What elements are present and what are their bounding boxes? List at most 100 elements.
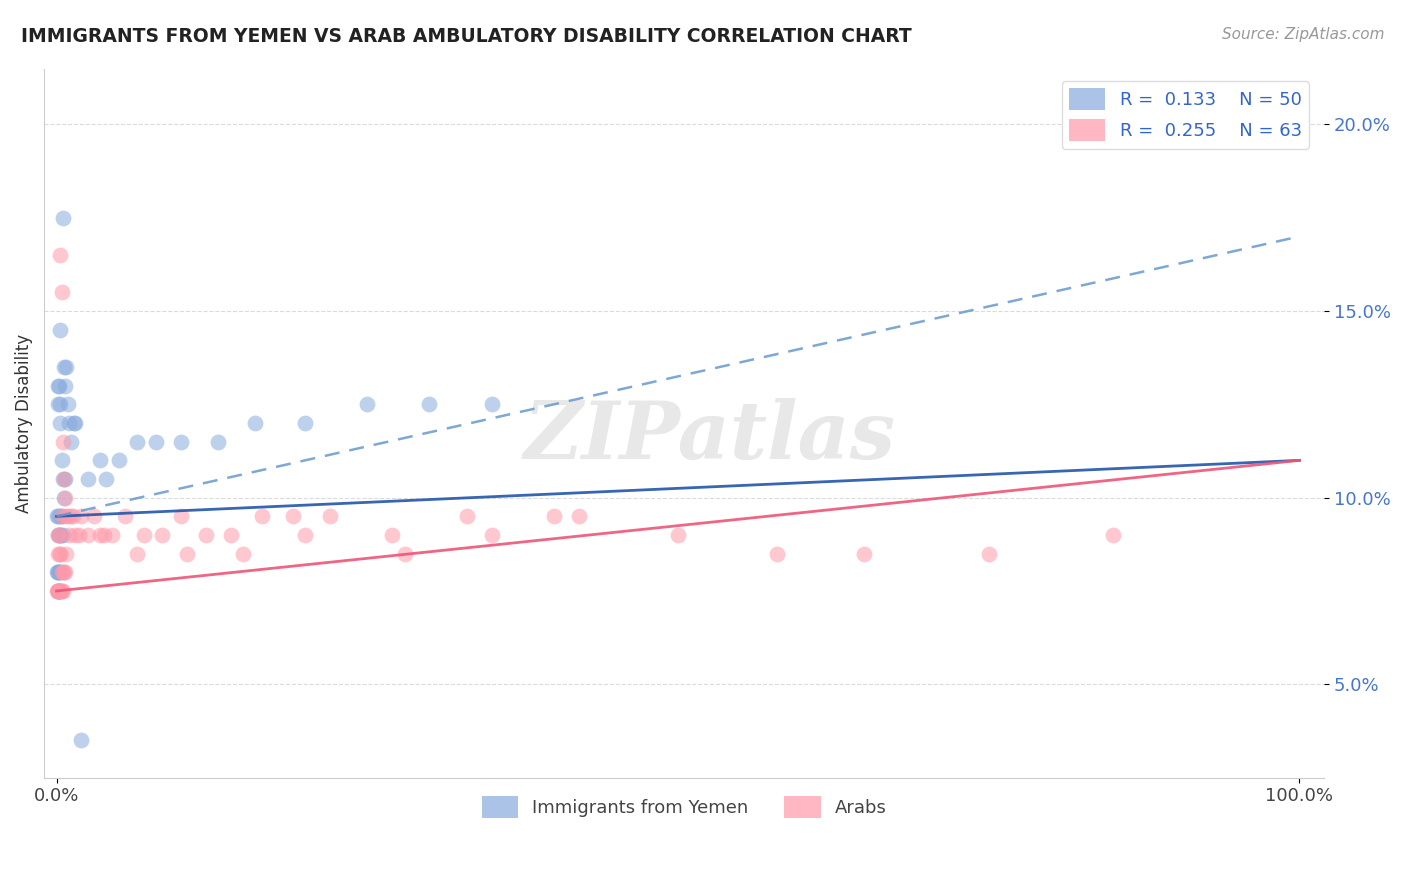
Point bbox=[46, 528, 69, 542]
Point bbox=[49, 584, 72, 599]
Point bbox=[46, 584, 69, 599]
Point bbox=[51, 509, 73, 524]
Point bbox=[70, 733, 93, 747]
Point bbox=[381, 528, 404, 542]
Point bbox=[245, 416, 267, 430]
Point bbox=[176, 547, 198, 561]
Point bbox=[394, 547, 416, 561]
Point bbox=[60, 434, 83, 449]
Point bbox=[96, 472, 118, 486]
Point bbox=[48, 566, 70, 580]
Point bbox=[49, 323, 72, 337]
Point bbox=[48, 528, 70, 542]
Point bbox=[49, 584, 72, 599]
Point bbox=[543, 509, 565, 524]
Point bbox=[567, 509, 589, 524]
Point bbox=[46, 509, 69, 524]
Point bbox=[56, 397, 79, 411]
Point bbox=[52, 584, 75, 599]
Point bbox=[53, 491, 76, 505]
Point bbox=[52, 472, 75, 486]
Point bbox=[49, 248, 72, 262]
Point bbox=[107, 453, 129, 467]
Point bbox=[418, 397, 440, 411]
Point bbox=[46, 378, 69, 392]
Point bbox=[46, 584, 69, 599]
Point bbox=[56, 509, 79, 524]
Point bbox=[48, 584, 70, 599]
Text: IMMIGRANTS FROM YEMEN VS ARAB AMBULATORY DISABILITY CORRELATION CHART: IMMIGRANTS FROM YEMEN VS ARAB AMBULATORY… bbox=[21, 27, 912, 45]
Point bbox=[319, 509, 342, 524]
Point bbox=[48, 509, 70, 524]
Point bbox=[48, 566, 70, 580]
Point bbox=[1102, 528, 1125, 542]
Point bbox=[63, 416, 86, 430]
Point bbox=[58, 416, 80, 430]
Point bbox=[52, 566, 75, 580]
Point bbox=[58, 528, 80, 542]
Point bbox=[53, 472, 76, 486]
Point bbox=[55, 360, 77, 375]
Point bbox=[48, 566, 70, 580]
Point bbox=[53, 491, 76, 505]
Point bbox=[250, 509, 273, 524]
Point bbox=[666, 528, 689, 542]
Point bbox=[46, 509, 69, 524]
Point bbox=[89, 453, 111, 467]
Point bbox=[49, 528, 72, 542]
Point bbox=[46, 584, 69, 599]
Point bbox=[55, 547, 77, 561]
Point bbox=[62, 509, 84, 524]
Point bbox=[93, 528, 115, 542]
Point bbox=[170, 509, 193, 524]
Point bbox=[53, 378, 76, 392]
Point bbox=[83, 509, 105, 524]
Point bbox=[48, 397, 70, 411]
Point bbox=[48, 584, 70, 599]
Point bbox=[127, 434, 149, 449]
Point bbox=[232, 547, 254, 561]
Point bbox=[51, 566, 73, 580]
Point bbox=[853, 547, 876, 561]
Point bbox=[194, 528, 217, 542]
Point bbox=[52, 528, 75, 542]
Point bbox=[127, 547, 149, 561]
Point bbox=[48, 547, 70, 561]
Point bbox=[294, 416, 316, 430]
Point bbox=[170, 434, 193, 449]
Point bbox=[150, 528, 173, 542]
Point bbox=[48, 528, 70, 542]
Point bbox=[52, 211, 75, 225]
Point bbox=[456, 509, 478, 524]
Text: Source: ZipAtlas.com: Source: ZipAtlas.com bbox=[1222, 27, 1385, 42]
Point bbox=[49, 547, 72, 561]
Y-axis label: Ambulatory Disability: Ambulatory Disability bbox=[15, 334, 32, 513]
Point bbox=[977, 547, 1000, 561]
Point bbox=[49, 528, 72, 542]
Point bbox=[219, 528, 242, 542]
Point bbox=[766, 547, 789, 561]
Point bbox=[48, 528, 70, 542]
Point bbox=[51, 285, 73, 300]
Point bbox=[52, 434, 75, 449]
Point bbox=[53, 566, 76, 580]
Point bbox=[89, 528, 111, 542]
Point bbox=[46, 584, 69, 599]
Point bbox=[51, 453, 73, 467]
Point bbox=[60, 509, 83, 524]
Point bbox=[55, 509, 77, 524]
Point bbox=[53, 566, 76, 580]
Text: ZIPatlas: ZIPatlas bbox=[524, 399, 896, 476]
Point bbox=[76, 472, 98, 486]
Legend: Immigrants from Yemen, Arabs: Immigrants from Yemen, Arabs bbox=[474, 789, 894, 825]
Point bbox=[67, 528, 90, 542]
Point bbox=[356, 397, 378, 411]
Point bbox=[294, 528, 316, 542]
Point bbox=[48, 397, 70, 411]
Point bbox=[51, 509, 73, 524]
Point bbox=[145, 434, 167, 449]
Point bbox=[51, 584, 73, 599]
Point bbox=[281, 509, 304, 524]
Point bbox=[63, 528, 86, 542]
Point bbox=[49, 416, 72, 430]
